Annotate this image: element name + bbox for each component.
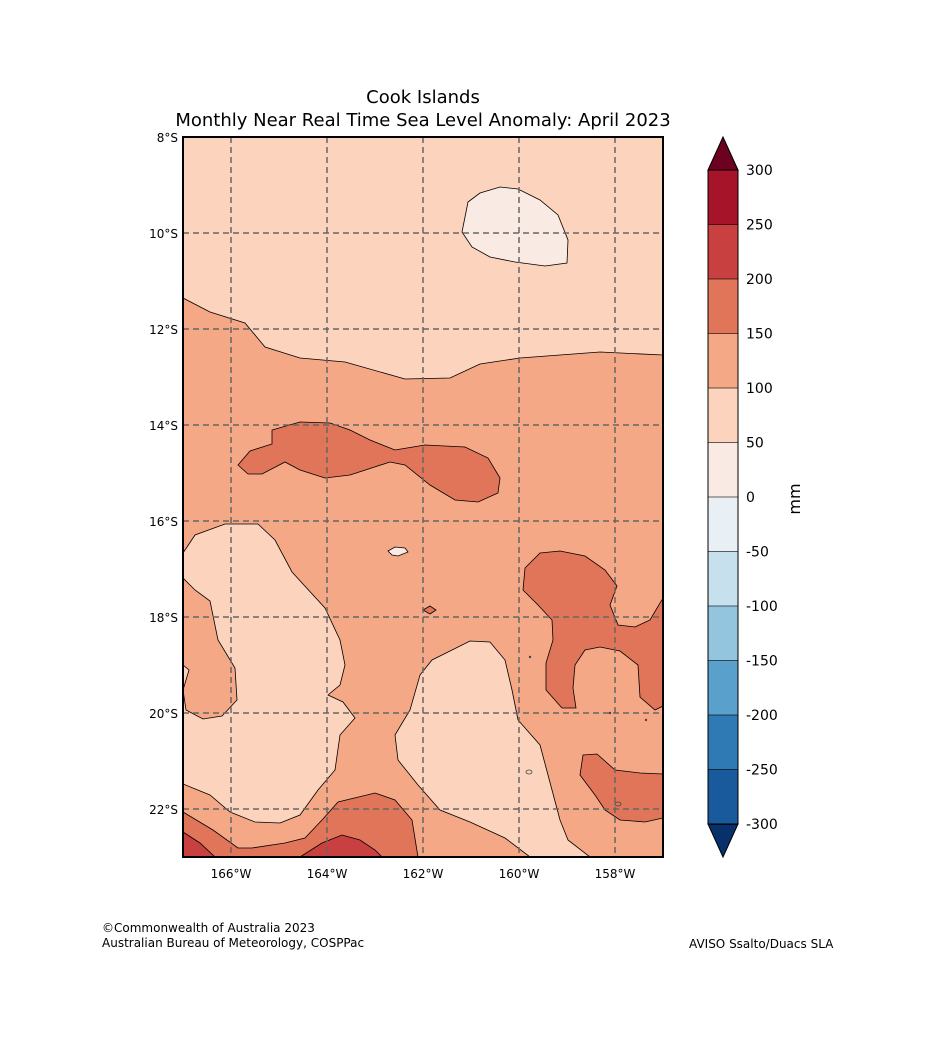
colorbar-band bbox=[707, 169, 739, 226]
colorbar-tick-label: -300 bbox=[746, 817, 778, 833]
island-marker bbox=[525, 769, 533, 775]
map-title: Cook Islands bbox=[366, 87, 480, 108]
colorbar-tick-label: -50 bbox=[746, 545, 769, 561]
colorbar-tick-label: 300 bbox=[746, 163, 773, 179]
colorbar-band bbox=[707, 387, 739, 444]
colorbar-tick-label: -100 bbox=[746, 599, 778, 615]
contour-50-100-central bbox=[394, 640, 591, 857]
colorbar-tick-label: 250 bbox=[746, 218, 773, 234]
lat-label: 8°S bbox=[157, 131, 178, 145]
colorbar-band bbox=[707, 224, 739, 280]
island-marker bbox=[614, 801, 622, 807]
contour-200-250-southwest bbox=[183, 831, 216, 857]
colorbar-tick-label: 0 bbox=[746, 490, 755, 506]
colorbar-tick-label: 200 bbox=[746, 272, 773, 288]
gridlines bbox=[183, 137, 663, 857]
lat-label: 16°S bbox=[149, 515, 178, 529]
island-marker bbox=[644, 718, 648, 722]
map-frame bbox=[182, 136, 664, 858]
colorbar-tick-label: 150 bbox=[746, 327, 773, 343]
contour-100-150-lobe bbox=[183, 577, 238, 720]
colorbar-tick-label: -250 bbox=[746, 763, 778, 779]
lon-label: 158°W bbox=[595, 867, 636, 881]
contour-0-50-north bbox=[461, 186, 569, 267]
contour-0-50-speck bbox=[387, 546, 409, 557]
colorbar-band bbox=[707, 660, 739, 716]
contour-150-200-southeast bbox=[579, 753, 663, 823]
colorbar-band bbox=[707, 551, 739, 607]
contour-150-200-mid bbox=[237, 421, 501, 503]
contour-150-200-east bbox=[522, 550, 663, 711]
lat-label: 14°S bbox=[149, 419, 178, 433]
colorbar-tick-label: -200 bbox=[746, 708, 778, 724]
data-source-text: AVISO Ssalto/Duacs SLA bbox=[689, 937, 834, 951]
lat-axis: 8°S 10°S 12°S 14°S 16°S 18°S 20°S 22°S bbox=[149, 131, 178, 817]
agency-text: Australian Bureau of Meteorology, COSPPa… bbox=[102, 936, 365, 950]
contour-200-250-south bbox=[299, 834, 383, 857]
lat-label: 10°S bbox=[149, 227, 178, 241]
colorbar-band bbox=[707, 333, 739, 389]
lon-label: 160°W bbox=[499, 867, 540, 881]
colorbar-unit-label: mm bbox=[785, 483, 804, 514]
lon-axis: 166°W 164°W 162°W 160°W 158°W bbox=[211, 867, 636, 881]
lat-label: 18°S bbox=[149, 611, 178, 625]
contour-150-200-speck bbox=[422, 605, 437, 615]
colorbar-under-arrow bbox=[707, 823, 739, 859]
colorbar-band bbox=[707, 605, 739, 662]
island-marker bbox=[528, 655, 532, 659]
island-marker bbox=[608, 711, 612, 715]
colorbar-band bbox=[707, 769, 739, 825]
colorbar-over-arrow bbox=[707, 135, 739, 171]
lat-label: 12°S bbox=[149, 323, 178, 337]
lat-label: 20°S bbox=[149, 707, 178, 721]
lon-label: 164°W bbox=[307, 867, 348, 881]
lat-label: 22°S bbox=[149, 803, 178, 817]
contour-50-100-west bbox=[183, 523, 356, 824]
colorbar-band bbox=[707, 714, 739, 771]
colorbar-tick-label: 100 bbox=[746, 381, 773, 397]
copyright-text: ©Commonwealth of Australia 2023 bbox=[102, 921, 315, 935]
colorbar-band bbox=[707, 496, 739, 553]
colorbar-band bbox=[707, 442, 739, 498]
colorbar-tick-label: 50 bbox=[746, 436, 764, 452]
colorbar-frame bbox=[707, 169, 739, 825]
colorbar-band bbox=[707, 278, 739, 335]
lon-label: 162°W bbox=[403, 867, 444, 881]
map-subtitle: Monthly Near Real Time Sea Level Anomaly… bbox=[175, 110, 671, 131]
colorbar: 300 250 200 150 100 50 0 -50 -100 -150 -200 -250 -30… bbox=[707, 135, 804, 859]
colorbar-tick-label: -150 bbox=[746, 654, 778, 670]
lon-label: 166°W bbox=[211, 867, 252, 881]
